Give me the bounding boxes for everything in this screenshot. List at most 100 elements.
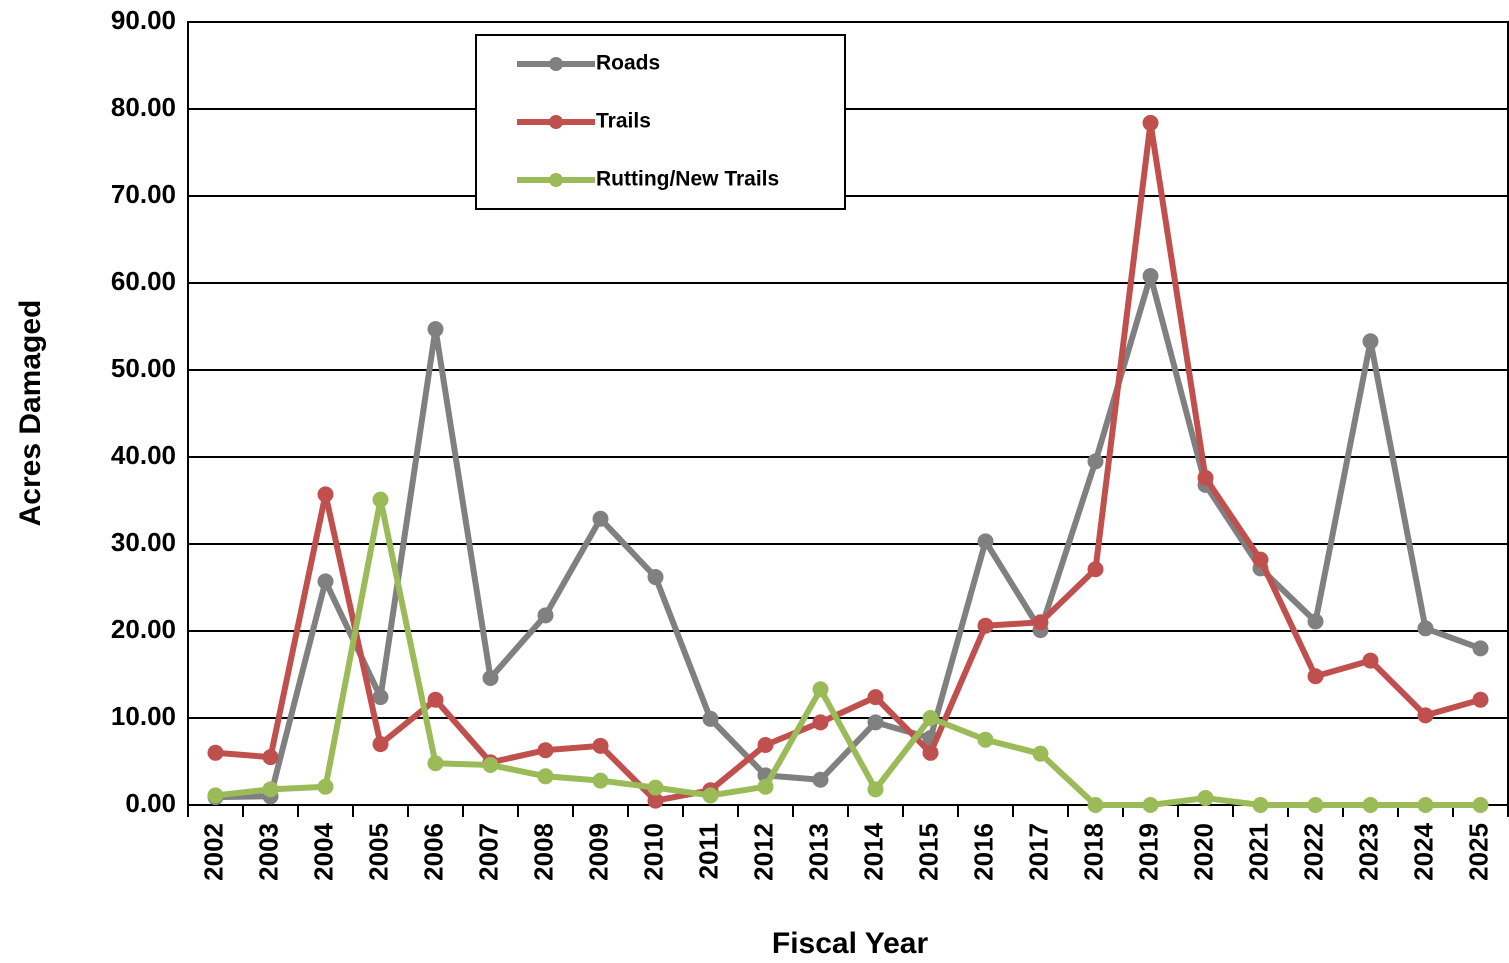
data-point	[1197, 469, 1214, 486]
data-point	[867, 781, 884, 798]
data-point	[1472, 691, 1489, 708]
x-tick-label: 2023	[1353, 823, 1383, 881]
data-point	[1142, 797, 1159, 813]
data-point	[372, 689, 389, 706]
data-point	[867, 689, 884, 706]
data-point	[427, 691, 444, 708]
data-point	[1032, 745, 1049, 762]
y-tick-label: 90.00	[111, 5, 176, 35]
data-point	[1472, 797, 1489, 813]
x-tick-label: 2003	[253, 823, 283, 881]
x-tick-label: 2021	[1243, 823, 1273, 881]
y-tick-label: 0.00	[125, 788, 176, 818]
data-point	[372, 491, 389, 508]
x-tick-label: 2016	[968, 823, 998, 881]
x-tick-label: 2014	[858, 822, 888, 880]
data-point	[977, 617, 994, 634]
data-point	[757, 778, 774, 795]
series-line	[215, 273, 1482, 801]
x-tick-label: 2020	[1188, 823, 1218, 881]
data-point	[207, 787, 224, 804]
data-point	[592, 510, 609, 527]
x-tick-label: 2007	[473, 823, 503, 881]
data-point	[1032, 614, 1049, 631]
x-tick-label: 2006	[418, 823, 448, 881]
x-tick-label: 2019	[1133, 823, 1163, 881]
data-point	[1362, 797, 1379, 813]
data-point	[372, 736, 389, 753]
legend: Roads Trails Rutting/New Trails	[475, 34, 846, 210]
x-tick-label: 2011	[693, 823, 723, 879]
data-point	[647, 779, 664, 796]
series-line	[215, 119, 1482, 804]
x-axis-title: Fiscal Year	[772, 927, 929, 960]
x-tick-label: 2024	[1408, 822, 1438, 880]
legend-label: Roads	[596, 52, 660, 75]
data-point	[757, 736, 774, 753]
series-line	[215, 496, 1481, 808]
legend-marker	[549, 57, 563, 71]
data-point	[702, 787, 719, 804]
data-point	[922, 710, 939, 726]
x-tick-label: 2010	[638, 823, 668, 881]
data-point	[977, 533, 994, 550]
x-tick-label: 2018	[1078, 823, 1108, 881]
data-point	[1142, 114, 1159, 131]
y-tick-label: 70.00	[111, 179, 176, 209]
data-point	[1362, 333, 1379, 350]
x-tick-label: 2002	[198, 823, 228, 881]
data-point	[427, 321, 444, 338]
legend-label: Trails	[596, 110, 651, 133]
data-point	[262, 781, 279, 798]
data-point	[647, 569, 664, 586]
x-tick-label: 2009	[583, 823, 613, 881]
data-point	[592, 772, 609, 789]
data-point	[537, 742, 554, 759]
data-point	[1087, 797, 1104, 813]
x-tick-label: 2012	[748, 823, 778, 881]
data-point	[1307, 797, 1324, 813]
data-point	[537, 768, 554, 785]
data-point	[262, 749, 279, 766]
data-point	[482, 756, 499, 773]
data-point	[317, 573, 334, 590]
x-tick-label: 2005	[363, 823, 393, 881]
data-point	[867, 714, 884, 731]
data-point	[1307, 668, 1324, 685]
legend-label: Rutting/New Trails	[596, 168, 779, 191]
x-tick-label: 2004	[308, 822, 338, 880]
legend-marker	[549, 115, 563, 129]
data-point	[1197, 790, 1214, 807]
data-point	[1142, 268, 1159, 285]
data-point	[537, 607, 554, 624]
y-tick-label: 60.00	[111, 266, 176, 296]
data-point	[1362, 652, 1379, 669]
data-point	[922, 744, 939, 761]
y-tick-label: 50.00	[111, 353, 176, 383]
data-point	[647, 792, 664, 809]
y-axis-title: Acres Damaged	[14, 300, 47, 527]
data-point	[482, 669, 499, 686]
x-tick-label: 2013	[803, 823, 833, 881]
data-point	[812, 681, 829, 698]
data-point	[317, 778, 334, 795]
data-point	[1252, 551, 1269, 568]
x-tick-label: 2015	[913, 823, 943, 881]
data-point	[207, 744, 224, 761]
data-point	[1417, 707, 1434, 724]
data-point	[812, 714, 829, 731]
data-point	[317, 486, 334, 503]
data-point	[1307, 613, 1324, 630]
data-point	[1252, 797, 1269, 813]
y-tick-label: 40.00	[111, 440, 176, 470]
y-tick-label: 80.00	[111, 92, 176, 122]
x-tick-label: 2025	[1463, 823, 1493, 881]
data-point	[812, 771, 829, 788]
data-point	[592, 737, 609, 754]
y-tick-label: 30.00	[111, 527, 176, 557]
data-point	[1087, 561, 1104, 578]
data-point	[1417, 797, 1434, 813]
data-point	[427, 755, 444, 772]
data-point	[1472, 640, 1489, 657]
